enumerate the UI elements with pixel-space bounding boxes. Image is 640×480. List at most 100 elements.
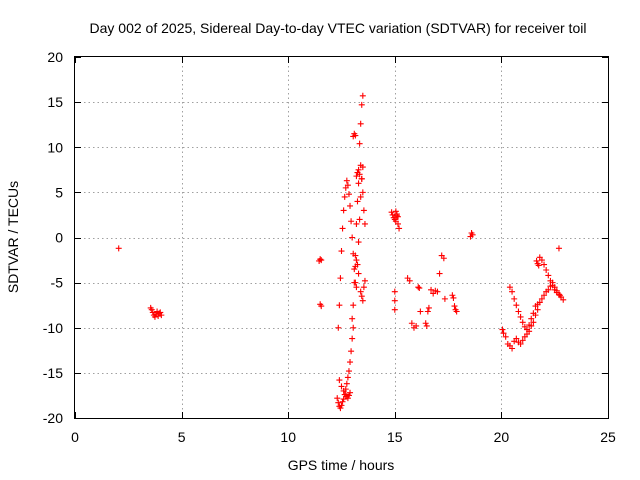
data-point [358, 293, 365, 300]
y-tick-label: -15 [43, 365, 63, 381]
data-point [450, 294, 457, 301]
data-point [349, 315, 356, 322]
data-point [318, 303, 325, 310]
x-tick-label: 5 [178, 429, 186, 445]
data-point [356, 140, 363, 147]
data-point [513, 335, 520, 342]
data-point [428, 286, 435, 293]
data-point [523, 326, 530, 333]
data-point [352, 252, 359, 259]
x-tick-label: 15 [387, 429, 403, 445]
data-point [353, 284, 360, 291]
data-point [499, 326, 506, 333]
data-point [453, 308, 460, 315]
data-point [361, 220, 368, 227]
data-point [357, 288, 364, 295]
data-point [545, 272, 552, 279]
data-point [318, 257, 325, 264]
data-point [345, 392, 352, 399]
data-point [344, 395, 351, 402]
data-point [155, 313, 162, 320]
data-point [424, 308, 431, 315]
data-point [351, 266, 358, 273]
data-point [394, 220, 401, 227]
data-point [157, 309, 164, 316]
data-point [338, 248, 345, 255]
data-point [502, 333, 509, 340]
data-point [528, 315, 535, 322]
data-point [517, 340, 524, 347]
data-point [355, 166, 362, 173]
data-point [413, 322, 420, 329]
data-point [353, 173, 360, 180]
data-point [513, 302, 520, 309]
data-point [149, 309, 156, 316]
data-point [543, 266, 550, 273]
data-point [348, 218, 355, 225]
data-point [388, 209, 395, 216]
data-point [340, 396, 347, 403]
data-point [357, 162, 364, 169]
data-point [337, 405, 344, 412]
data-point [345, 368, 352, 375]
data-point [350, 324, 357, 331]
data-point [347, 359, 354, 366]
data-point [347, 202, 354, 209]
data-point [357, 120, 364, 127]
data-point [337, 275, 344, 282]
data-point [151, 313, 158, 320]
x-tick-label: 25 [600, 429, 616, 445]
axis-ticks [75, 57, 609, 419]
data-point [535, 262, 542, 269]
data-point [515, 308, 522, 315]
y-tick-label: -20 [43, 410, 63, 426]
data-point [441, 295, 448, 302]
data-point [408, 320, 415, 327]
data-point [500, 330, 507, 337]
data-point [336, 302, 343, 309]
data-point [392, 208, 399, 215]
data-point [511, 295, 518, 302]
grid [75, 57, 608, 418]
data-point [341, 193, 348, 200]
data-point [555, 245, 562, 252]
data-point [396, 225, 403, 232]
data-point [538, 257, 545, 264]
data-point [148, 306, 155, 313]
data-point [343, 177, 350, 184]
y-tick-label: 15 [47, 94, 63, 110]
data-point [335, 399, 342, 406]
data-point [353, 220, 360, 227]
y-tick-label: -10 [43, 320, 63, 336]
y-axis-label: SDTVAR / TECUs [5, 181, 21, 293]
data-point [449, 292, 456, 299]
data-point [416, 285, 423, 292]
data-point [440, 255, 447, 262]
plot-frame [74, 56, 609, 419]
x-axis-label: GPS time / hours [288, 457, 395, 473]
x-tick-label: 20 [494, 429, 510, 445]
data-point [158, 312, 165, 319]
y-tick-label: 5 [55, 184, 63, 200]
data-point [359, 297, 366, 304]
data-point [389, 211, 396, 218]
data-point [509, 288, 516, 295]
data-point [344, 182, 351, 189]
data-point [348, 348, 355, 355]
data-point [519, 319, 526, 326]
data-point [354, 198, 361, 205]
data-point [509, 345, 516, 352]
data-point [336, 377, 343, 384]
data-point [345, 191, 352, 198]
data-point [547, 277, 554, 284]
data-point [560, 296, 567, 303]
x-tick-label: 0 [71, 429, 79, 445]
data-point [317, 256, 324, 263]
y-tick-label: 0 [55, 230, 63, 246]
data-point [557, 292, 564, 299]
data-point [553, 289, 560, 296]
data-point [417, 308, 424, 315]
data-point [519, 337, 526, 344]
data-point [358, 101, 365, 108]
